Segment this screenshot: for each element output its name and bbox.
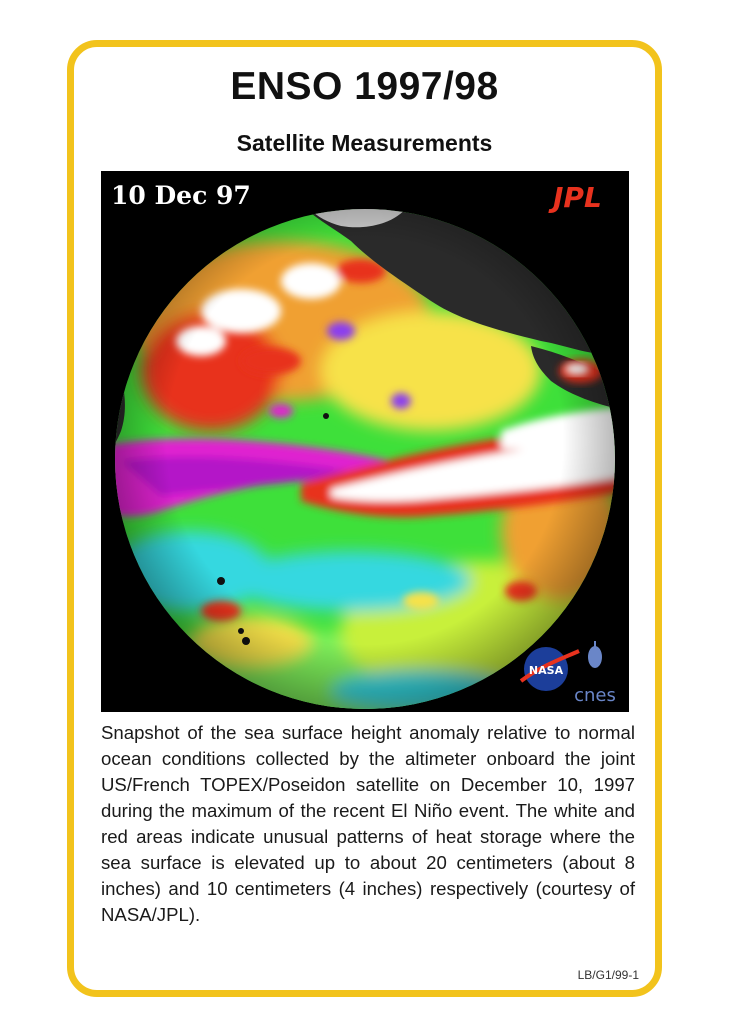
date-label: 10 Dec 97 [111, 181, 251, 210]
card-title: ENSO 1997/98 [230, 65, 499, 108]
svg-text:JPL: JPL [548, 181, 602, 214]
satellite-image: JPL NASA cnes 10 Dec 97 [101, 171, 629, 712]
cnes-logo: cnes [574, 641, 616, 706]
svg-text:NASA: NASA [529, 664, 564, 677]
nasa-logo: NASA [519, 647, 580, 691]
card-subtitle: Satellite Measurements [236, 130, 493, 156]
svg-text:cnes: cnes [574, 685, 616, 706]
globe-map: JPL NASA cnes [115, 181, 616, 709]
document-code: LB/G1/99-1 [577, 968, 639, 982]
jpl-logo: JPL [548, 181, 602, 214]
info-card: ENSO 1997/98 Satellite Measurements [67, 40, 662, 997]
caption-text: Snapshot of the sea surface height anoma… [101, 722, 635, 925]
